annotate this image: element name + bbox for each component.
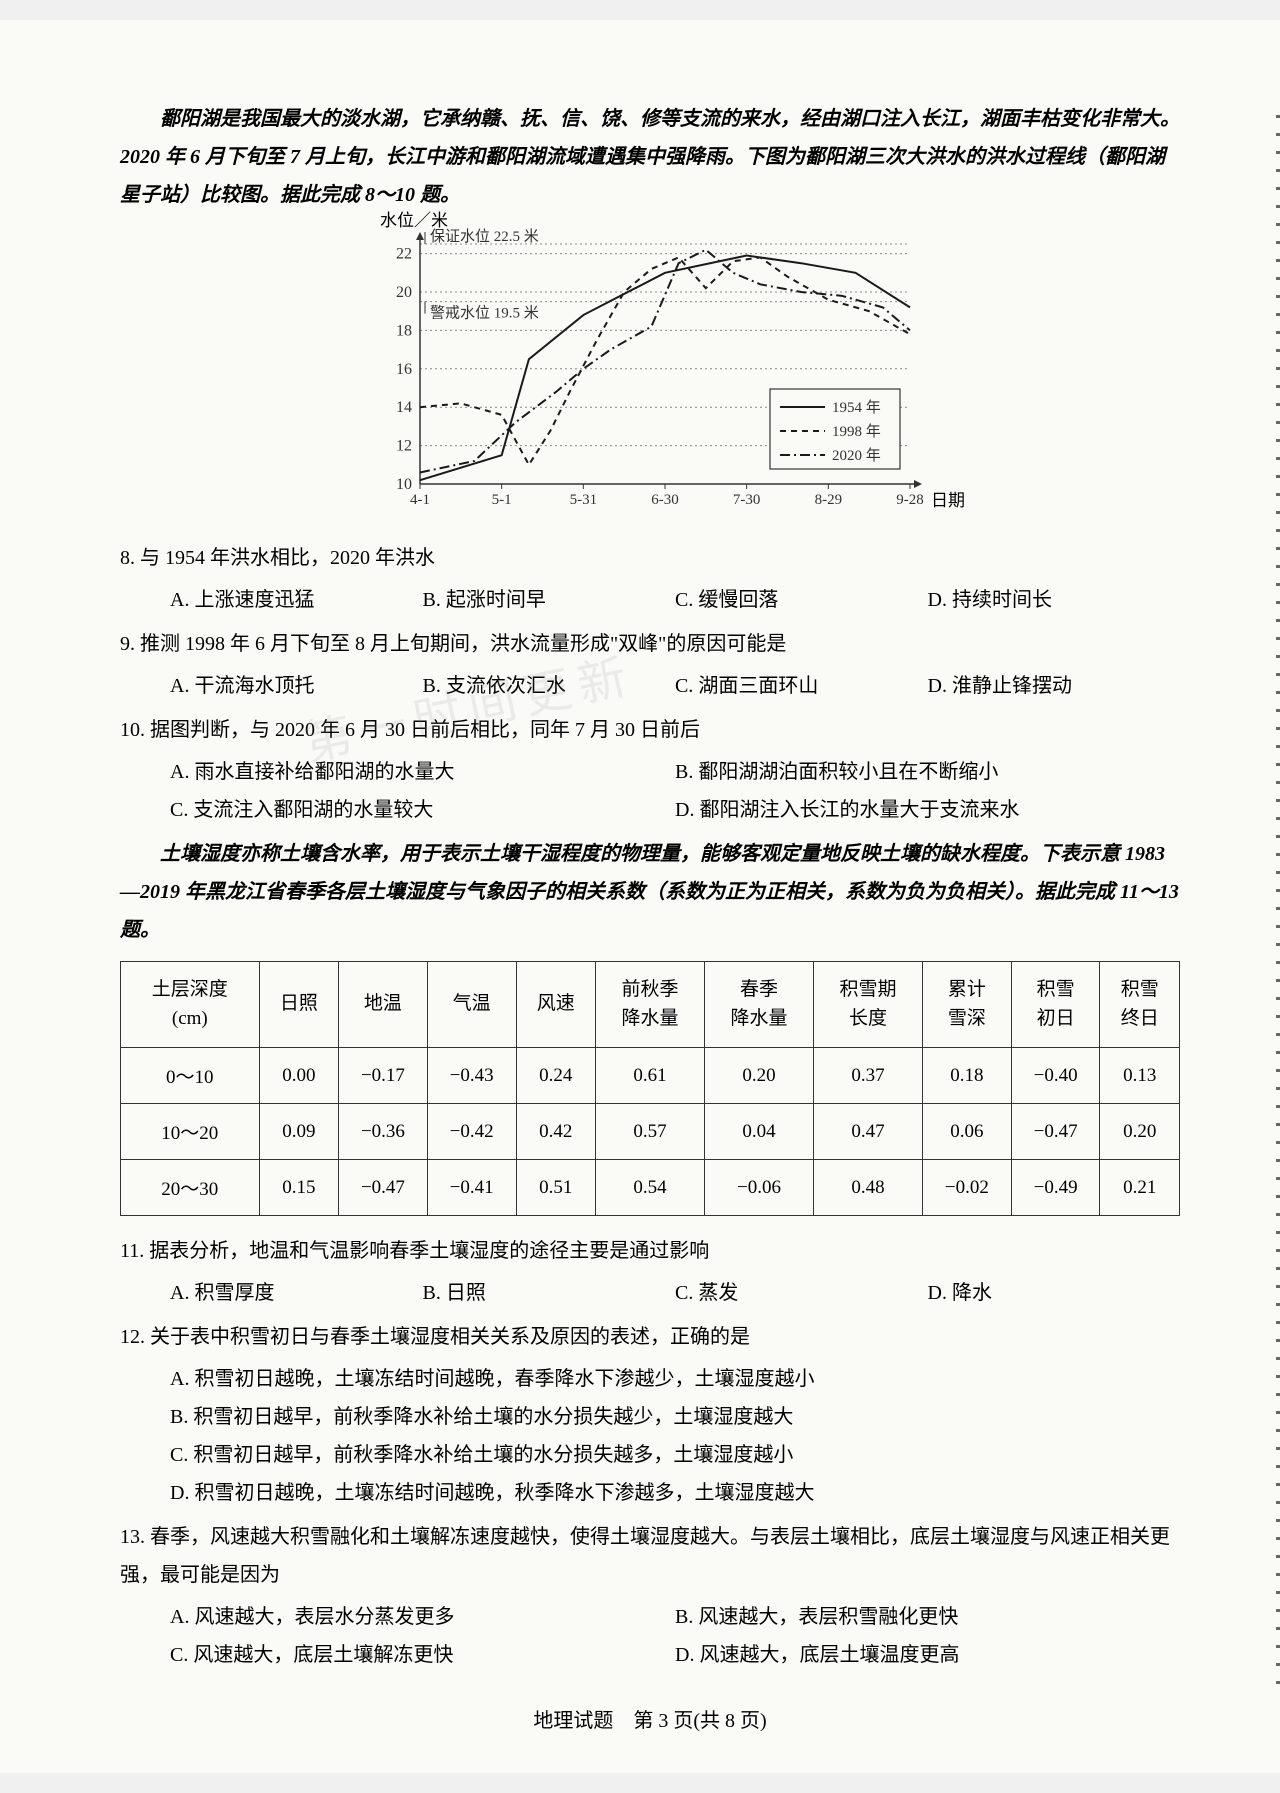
- q9-options: A. 干流海水顶托 B. 支流依次汇水 C. 湖面三面环山 D. 淮静止锋摆动: [120, 667, 1180, 705]
- q13-d: D. 风速越大，底层土壤温度更高: [675, 1636, 1180, 1674]
- q12-b: B. 积雪初日越早，前秋季降水补给土壤的水分损失越少，土壤湿度越大: [170, 1398, 1180, 1436]
- y-axis-label: 水位／米: [380, 206, 448, 231]
- q12-d: D. 积雪初日越晚，土壤冻结时间越晚，秋季降水下渗越多，土壤湿度越大: [170, 1474, 1180, 1512]
- passage-2: 土壤湿度亦称土壤含水率，用于表示土壤干湿程度的物理量，能够客观定量地反映土壤的缺…: [120, 835, 1180, 949]
- chart-container: 水位／米 101214161820224-15-15-316-307-308-2…: [120, 224, 1180, 519]
- q8-options: A. 上涨速度迅猛 B. 起涨时间早 C. 缓慢回落 D. 持续时间长: [120, 581, 1180, 619]
- svg-text:8-29: 8-29: [815, 492, 843, 508]
- q10-c: C. 支流注入鄱阳湖的水量较大: [170, 791, 675, 829]
- q13-options: A. 风速越大，表层水分蒸发更多 B. 风速越大，表层积雪融化更快 C. 风速越…: [120, 1598, 1180, 1674]
- svg-text:1954 年: 1954 年: [832, 399, 881, 416]
- q10-d: D. 鄱阳湖注入长江的水量大于支流来水: [675, 791, 1180, 829]
- q8-b: B. 起涨时间早: [423, 581, 676, 619]
- q10-stem: 10. 据图判断，与 2020 年 6 月 30 日前后相比，同年 7 月 30…: [120, 711, 1180, 749]
- q11-c: C. 蒸发: [675, 1274, 928, 1312]
- q9-d: D. 淮静止锋摆动: [928, 667, 1181, 705]
- passage-1: 鄱阳湖是我国最大的淡水湖，它承纳赣、抚、信、饶、修等支流的来水，经由湖口注入长江…: [120, 100, 1180, 214]
- q9-b: B. 支流依次汇水: [423, 667, 676, 705]
- q8-stem: 8. 与 1954 年洪水相比，2020 年洪水: [120, 539, 1180, 577]
- q9-c: C. 湖面三面环山: [675, 667, 928, 705]
- exam-page: 第一时间更新 鄱阳湖是我国最大的淡水湖，它承纳赣、抚、信、饶、修等支流的来水，经…: [0, 20, 1280, 1773]
- svg-text:2020 年: 2020 年: [832, 447, 881, 464]
- svg-text:4-1: 4-1: [410, 492, 430, 508]
- q12-stem: 12. 关于表中积雪初日与春季土壤湿度相关关系及原因的表述，正确的是: [120, 1318, 1180, 1356]
- q10-a: A. 雨水直接补给鄱阳湖的水量大: [170, 753, 675, 791]
- q13-a: A. 风速越大，表层水分蒸发更多: [170, 1598, 675, 1636]
- x-axis-label: 日期: [931, 486, 965, 511]
- q13-stem: 13. 春季，风速越大积雪融化和土壤解冻速度越快，使得土壤湿度越大。与表层土壤相…: [120, 1518, 1180, 1594]
- q12-a: A. 积雪初日越晚，土壤冻结时间越晚，春季降水下渗越少，土壤湿度越小: [170, 1360, 1180, 1398]
- q13-c: C. 风速越大，底层土壤解冻更快: [170, 1636, 675, 1674]
- svg-text:5-31: 5-31: [570, 492, 598, 508]
- soil-table: 土层深度(cm)日照地温气温风速前秋季降水量春季降水量积雪期长度累计雪深积雪初日…: [120, 961, 1180, 1216]
- q9-a: A. 干流海水顶托: [170, 667, 423, 705]
- svg-text:7-30: 7-30: [733, 492, 761, 508]
- q11-stem: 11. 据表分析，地温和气温影响春季土壤湿度的途径主要是通过影响: [120, 1232, 1180, 1270]
- svg-text:18: 18: [396, 322, 412, 339]
- q8-a: A. 上涨速度迅猛: [170, 581, 423, 619]
- q10-b: B. 鄱阳湖湖泊面积较小且在不断缩小: [675, 753, 1180, 791]
- svg-text:1998 年: 1998 年: [832, 423, 881, 440]
- flood-chart: 水位／米 101214161820224-15-15-316-307-308-2…: [370, 224, 930, 519]
- q12-c: C. 积雪初日越早，前秋季降水补给土壤的水分损失越多，土壤湿度越小: [170, 1436, 1180, 1474]
- svg-text:22: 22: [396, 246, 412, 263]
- svg-text:20: 20: [396, 284, 412, 301]
- q11-options: A. 积雪厚度 B. 日照 C. 蒸发 D. 降水: [120, 1274, 1180, 1312]
- q12-options: A. 积雪初日越晚，土壤冻结时间越晚，春季降水下渗越少，土壤湿度越小 B. 积雪…: [120, 1360, 1180, 1512]
- q11-d: D. 降水: [928, 1274, 1181, 1312]
- chart-svg: 10 12 14 16 18 20 22 4-1 5-1 5-31 6-30 7-30 8-29 9-28…: [370, 224, 930, 514]
- page-footer: 地理试题 第 3 页(共 8 页): [120, 1704, 1180, 1733]
- q9-stem: 9. 推测 1998 年 6 月下旬至 8 月上旬期间，洪水流量形成"双峰"的原…: [120, 625, 1180, 663]
- svg-text:5-1: 5-1: [492, 492, 512, 508]
- q8-c: C. 缓慢回落: [675, 581, 928, 619]
- q8-d: D. 持续时间长: [928, 581, 1181, 619]
- q11-b: B. 日照: [423, 1274, 676, 1312]
- svg-text:警戒水位 19.5 米: 警戒水位 19.5 米: [430, 305, 539, 322]
- svg-text:14: 14: [396, 399, 412, 416]
- svg-text:9-28: 9-28: [896, 492, 924, 508]
- svg-text:16: 16: [396, 361, 412, 378]
- side-marker: [1276, 100, 1280, 1693]
- svg-text:6-30: 6-30: [651, 492, 679, 508]
- q13-b: B. 风速越大，表层积雪融化更快: [675, 1598, 1180, 1636]
- q11-a: A. 积雪厚度: [170, 1274, 423, 1312]
- svg-text:12: 12: [396, 438, 412, 455]
- q10-options: A. 雨水直接补给鄱阳湖的水量大 B. 鄱阳湖湖泊面积较小且在不断缩小 C. 支…: [120, 753, 1180, 829]
- svg-text:10: 10: [396, 476, 412, 493]
